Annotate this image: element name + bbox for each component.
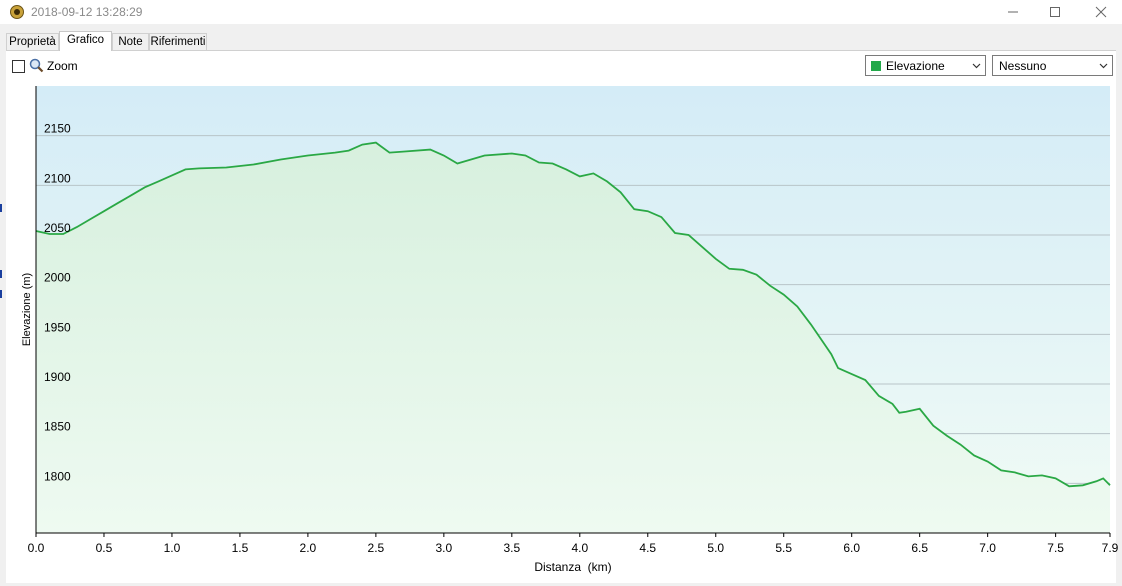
x-tick-label: 4.5 (639, 541, 656, 555)
window-edge-mark (0, 204, 2, 212)
x-tick-label: 7.5 (1047, 541, 1064, 555)
tab-grafico[interactable]: Grafico (59, 31, 112, 51)
x-tick-label: 2.0 (300, 541, 317, 555)
maximize-button[interactable] (1032, 0, 1078, 24)
close-icon (1095, 6, 1107, 18)
x-tick-label: 7.9 (1102, 541, 1119, 555)
app-compass-icon (10, 5, 24, 19)
window-edge-mark (0, 270, 2, 278)
series-select-value: Elevazione (886, 59, 945, 73)
tab-riferimenti[interactable]: Riferimenti (149, 33, 207, 50)
x-tick-label: 1.5 (232, 541, 249, 555)
x-tick-label: 7.0 (979, 541, 996, 555)
compare-select-value: Nessuno (999, 59, 1047, 73)
x-tick-label: 6.5 (911, 541, 928, 555)
maximize-icon (1050, 7, 1060, 17)
minimize-button[interactable] (990, 0, 1036, 24)
x-tick-label: 3.5 (503, 541, 520, 555)
magnifier-icon (29, 58, 44, 73)
window-edge-mark (0, 290, 2, 298)
compare-select[interactable]: Nessuno (992, 55, 1113, 76)
x-tick-label: 5.5 (775, 541, 792, 555)
x-tick-label: 2.5 (368, 541, 385, 555)
tab-label: Riferimenti (150, 36, 206, 48)
elevation-line (35, 141, 1111, 488)
y-tick-label: 1950 (44, 320, 71, 334)
x-tick-label: 1.0 (164, 541, 181, 555)
y-tick-label: 1800 (44, 469, 71, 483)
y-tick-label: 2150 (44, 122, 71, 136)
series-select[interactable]: Elevazione (865, 55, 986, 76)
y-tick-label: 2100 (44, 171, 71, 185)
tab-note[interactable]: Note (112, 33, 149, 50)
tab-label: Grafico (66, 34, 105, 46)
x-axis-label: Distanza (km) (534, 560, 611, 574)
zoom-checkbox[interactable] (12, 60, 25, 73)
chevron-down-icon (1099, 63, 1108, 69)
x-tick-label: 6.0 (843, 541, 860, 555)
y-tick-label: 1900 (44, 370, 71, 384)
tab-label: Note (118, 36, 143, 48)
series-color-swatch (871, 61, 881, 71)
title-bar: 2018-09-12 13:28:29 (0, 0, 1122, 24)
zoom-label: Zoom (47, 59, 78, 73)
x-tick-label: 0.0 (28, 541, 45, 555)
close-button[interactable] (1078, 0, 1122, 24)
elevation-area (36, 142, 1110, 533)
x-tick-label: 3.0 (436, 541, 453, 555)
y-tick-label: 1850 (44, 420, 71, 434)
tab-label: Proprietà (9, 36, 56, 48)
x-tick-label: 0.5 (96, 541, 113, 555)
chevron-down-icon (972, 63, 981, 69)
x-tick-label: 4.0 (571, 541, 588, 555)
y-axis-label: Elevazione (m) (21, 273, 33, 346)
x-tick-label: 5.0 (707, 541, 724, 555)
y-tick-label: 2000 (44, 271, 71, 285)
minimize-icon (1008, 11, 1018, 13)
window-title: 2018-09-12 13:28:29 (31, 5, 143, 19)
y-tick-label: 2050 (44, 221, 71, 235)
tab-proprieta[interactable]: Proprietà (6, 33, 59, 50)
